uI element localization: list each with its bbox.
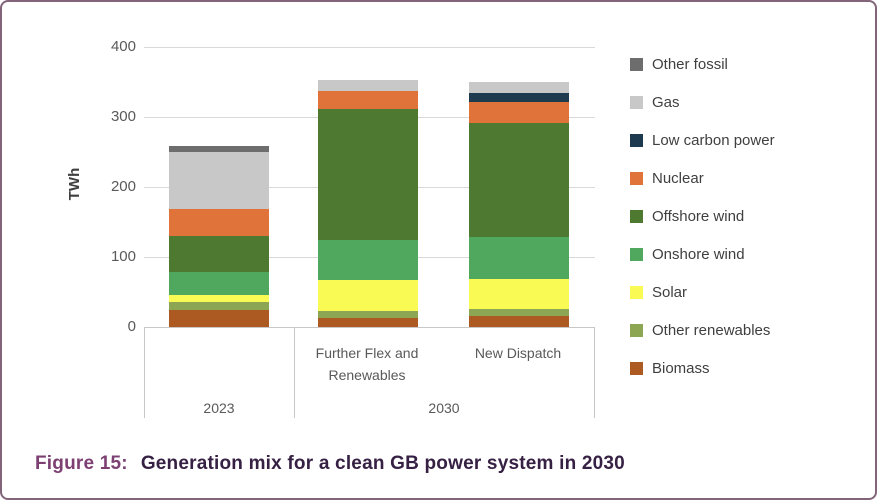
- legend-item-other-renewables: Other renewables: [630, 311, 775, 349]
- legend-label-gas: Gas: [652, 93, 680, 111]
- y-tick-label-300: 300: [110, 108, 136, 125]
- bar-2023-segment-other-renewables: [169, 302, 269, 311]
- category-box-divider-line: [294, 327, 295, 418]
- legend-label-other-fossil: Other fossil: [652, 55, 728, 73]
- bar-further-flex-and-renewables-segment-onshore-wind: [317, 240, 418, 281]
- bar-2023-segment-offshore-wind: [169, 235, 269, 272]
- bar-further-flex-and-renewables-segment-nuclear: [317, 91, 418, 110]
- bar-new-dispatch-segment-offshore-wind: [468, 122, 569, 238]
- x-group-label-2023: 2023: [203, 400, 235, 416]
- bar-new-dispatch-segment-gas: [468, 82, 569, 94]
- bar-further-flex-and-renewables-segment-biomass: [317, 317, 418, 327]
- legend-label-nuclear: Nuclear: [652, 169, 704, 187]
- legend-item-onshore-wind: Onshore wind: [630, 235, 775, 273]
- category-box-left-line: [144, 327, 145, 418]
- bar-new-dispatch-segment-biomass: [468, 315, 569, 327]
- legend: Other fossil Gas Low carbon power Nuclear Of…: [630, 45, 775, 387]
- legend-label-onshore-wind: Onshore wind: [652, 245, 745, 263]
- legend-label-other-renewables: Other renewables: [652, 321, 771, 339]
- x-sublabel-new-dispatch: New Dispatch: [474, 345, 562, 361]
- legend-item-nuclear: Nuclear: [630, 159, 775, 197]
- bar-further-flex-and-renewables: [317, 79, 418, 327]
- legend-item-solar: Solar: [630, 273, 775, 311]
- legend-item-biomass: Biomass: [630, 349, 775, 387]
- y-tick-label-100: 100: [110, 248, 136, 265]
- x-group-label-2030: 2030: [428, 400, 460, 416]
- legend-swatch-other-fossil: [630, 57, 643, 71]
- bar-2023: [169, 146, 269, 327]
- gridline-400: [144, 47, 595, 48]
- y-tick-label-400: 400: [110, 38, 136, 55]
- bar-new-dispatch-segment-other-renewables: [468, 309, 569, 316]
- figure-caption: Figure 15: Generation mix for a clean GB …: [35, 453, 625, 475]
- legend-swatch-gas: [630, 95, 643, 109]
- figure-caption-number: Figure 15:: [35, 453, 128, 474]
- bar-2023-segment-solar: [169, 295, 269, 303]
- bar-2023-segment-onshore-wind: [169, 271, 269, 296]
- legend-item-other-fossil: Other fossil: [630, 45, 775, 83]
- bar-2023-segment-nuclear: [169, 208, 269, 236]
- x-axis-baseline: [144, 327, 595, 328]
- legend-item-low-carbon-power: Low carbon power: [630, 121, 775, 159]
- y-tick-label-200: 200: [110, 178, 136, 195]
- bar-2023-segment-other-fossil: [169, 146, 269, 152]
- legend-label-biomass: Biomass: [652, 359, 710, 377]
- legend-item-offshore-wind: Offshore wind: [630, 197, 775, 235]
- legend-label-solar: Solar: [652, 283, 688, 301]
- bar-further-flex-and-renewables-segment-offshore-wind: [317, 109, 418, 241]
- legend-swatch-biomass: [630, 361, 643, 375]
- bar-new-dispatch: [468, 82, 569, 327]
- legend-swatch-other-renewables: [630, 323, 643, 337]
- bar-further-flex-and-renewables-segment-solar: [317, 280, 418, 311]
- category-box-right-line: [594, 327, 595, 418]
- legend-swatch-onshore-wind: [630, 247, 643, 261]
- legend-swatch-solar: [630, 285, 643, 299]
- bar-2023-segment-biomass: [169, 310, 269, 327]
- bar-new-dispatch-segment-onshore-wind: [468, 237, 569, 279]
- bar-new-dispatch-segment-low-carbon-power: [468, 93, 569, 103]
- figure-caption-title: Generation mix for a clean GB power syst…: [140, 453, 625, 474]
- legend-swatch-nuclear: [630, 171, 643, 185]
- legend-swatch-low-carbon-power: [630, 133, 643, 147]
- bar-new-dispatch-segment-solar: [468, 278, 569, 310]
- bar-2023-segment-gas: [169, 151, 269, 209]
- y-axis-title: TWh: [66, 167, 83, 201]
- legend-label-low-carbon-power: Low carbon power: [652, 131, 775, 149]
- bar-further-flex-and-renewables-segment-other-renewables: [317, 310, 418, 318]
- legend-item-gas: Gas: [630, 83, 775, 121]
- legend-label-offshore-wind: Offshore wind: [652, 207, 745, 225]
- x-sublabel-further-flex: Further Flex and Renewables: [315, 345, 419, 383]
- legend-swatch-offshore-wind: [630, 209, 643, 223]
- bar-further-flex-and-renewables-segment-gas: [317, 79, 418, 92]
- y-tick-label-0: 0: [127, 318, 136, 335]
- bar-new-dispatch-segment-nuclear: [468, 102, 569, 123]
